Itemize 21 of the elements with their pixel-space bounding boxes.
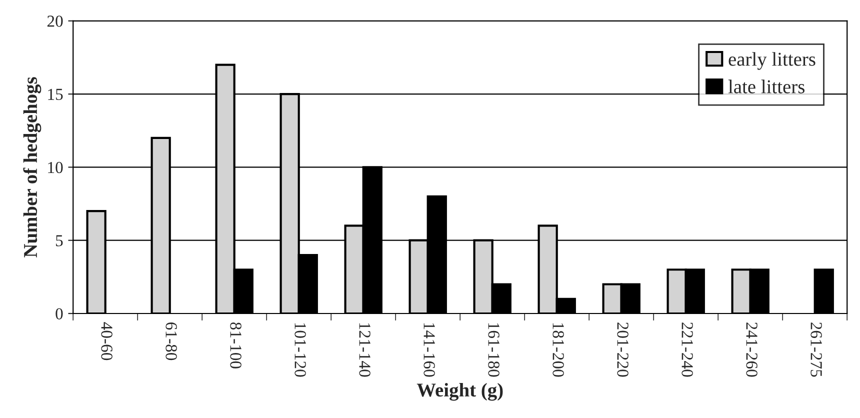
x-axis-title: Weight (g) [416, 382, 503, 401]
x-tick-label: 40-60 [101, 322, 112, 360]
y-tick-label: 5 [56, 235, 63, 246]
y-tick-label: 20 [47, 16, 63, 27]
x-tick-label: 61-80 [166, 322, 177, 360]
x-tick-label: 141-160 [424, 323, 435, 377]
x-tick-label: 261-275 [810, 322, 822, 377]
x-tick-label: 241-260 [746, 322, 758, 377]
y-axis-title: Number of hedgehogs [23, 77, 42, 258]
x-tick-label: 121-140 [359, 323, 370, 377]
legend-label: early litters [728, 52, 816, 70]
legend-label: late litters [728, 80, 804, 94]
y-tick-label: 15 [48, 88, 63, 100]
x-tick-label: 81-100 [230, 322, 242, 368]
x-tick-label: 221-240 [682, 322, 693, 377]
y-tick-label: 10 [48, 162, 63, 174]
x-tick-label: 201-220 [617, 322, 628, 377]
x-tick-label: 161-180 [488, 323, 500, 377]
y-tick-label: 0 [56, 308, 63, 320]
x-tick-label: 181-200 [552, 323, 564, 377]
x-tick-label: 101-120 [294, 323, 306, 377]
